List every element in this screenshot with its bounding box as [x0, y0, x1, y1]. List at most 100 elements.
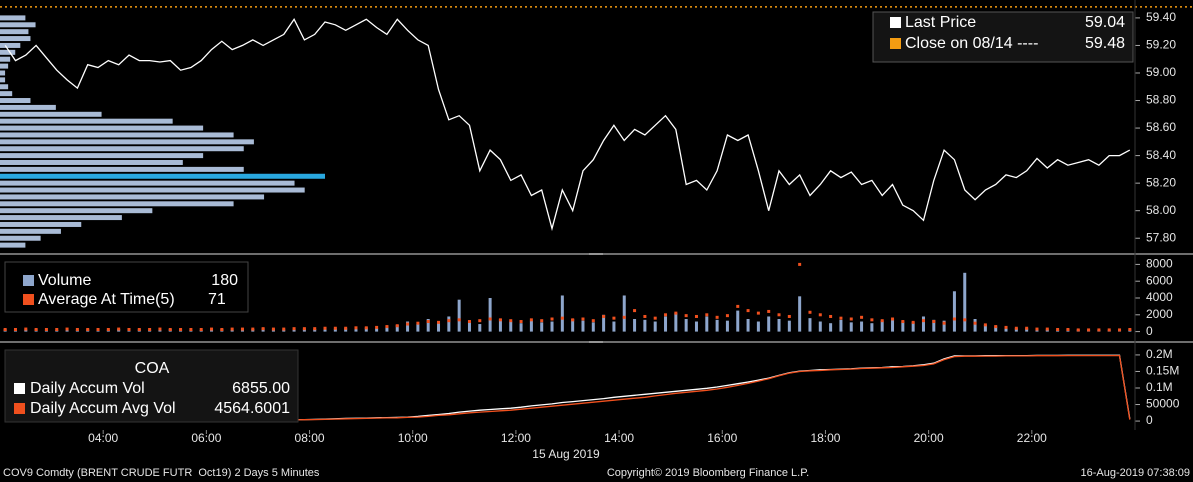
- volume-bar: [643, 319, 647, 332]
- average-dot: [1118, 328, 1122, 332]
- volume-profile-bar: [0, 153, 204, 159]
- volume-profile-bar: [0, 49, 16, 55]
- average-dot: [179, 328, 183, 331]
- legend-value: 4564.6001: [214, 400, 290, 417]
- average-dot: [777, 313, 781, 317]
- average-dot: [581, 317, 585, 321]
- average-dot: [96, 328, 100, 331]
- legend-label: Daily Accum Avg Vol: [30, 400, 176, 417]
- volume-bar: [715, 319, 719, 332]
- average-dot: [478, 319, 482, 323]
- volume-bar: [798, 296, 802, 332]
- average-dot: [230, 327, 234, 331]
- average-dot: [1076, 328, 1080, 332]
- average-dot: [891, 317, 895, 321]
- volume-bar: [560, 295, 564, 332]
- legend-value: 6855.00: [232, 380, 290, 397]
- volume-bar: [581, 320, 585, 332]
- legend-swatch: [23, 294, 34, 305]
- volume-bar: [602, 314, 606, 332]
- volume-profile-bar: [0, 111, 102, 117]
- average-dot: [839, 316, 843, 320]
- volume-bar: [550, 321, 554, 332]
- average-dot: [921, 319, 925, 323]
- average-dot: [65, 327, 69, 331]
- average-dot: [426, 320, 430, 324]
- average-dot: [942, 321, 946, 325]
- average-dot: [808, 310, 812, 314]
- y-tick-label: 59.20: [1146, 38, 1176, 52]
- volume-profile-bar: [0, 201, 234, 207]
- average-dot: [271, 327, 275, 331]
- average-dot: [24, 327, 28, 331]
- average-dot: [1128, 328, 1132, 331]
- average-dot: [756, 311, 760, 315]
- volume-profile-bar: [0, 221, 82, 227]
- volume-bar: [973, 319, 977, 332]
- volume-bar: [313, 329, 317, 332]
- average-dot: [292, 327, 296, 331]
- volume-bar: [746, 319, 750, 332]
- volume-bar: [1025, 328, 1029, 332]
- average-dot: [385, 325, 389, 329]
- legend-label: Volume: [38, 272, 91, 289]
- average-dot: [560, 316, 564, 320]
- average-dot: [117, 327, 121, 331]
- average-dot: [664, 313, 668, 317]
- average-dot: [1014, 326, 1018, 330]
- volume-bar: [323, 328, 327, 332]
- y-tick-label: 59.40: [1146, 10, 1176, 24]
- average-dot: [375, 325, 379, 329]
- volume-bar: [664, 316, 668, 332]
- volume-bar: [674, 313, 678, 332]
- volume-bar: [509, 321, 513, 332]
- volume-profile-bar: [0, 70, 6, 76]
- volume-profile-bar: [0, 187, 305, 193]
- footer-right: 16-Aug-2019 07:38:09: [1081, 467, 1190, 479]
- average-dot: [137, 328, 141, 331]
- volume-bar: [416, 324, 420, 332]
- volume-bar: [375, 328, 379, 332]
- volume-bar: [921, 316, 925, 332]
- volume-bar: [870, 323, 874, 332]
- y-tick-label: 59.00: [1146, 65, 1176, 79]
- volume-profile-bar: [0, 235, 41, 241]
- volume-profile-bar: [0, 159, 183, 165]
- average-dot: [736, 304, 740, 308]
- volume-bar: [406, 321, 410, 332]
- x-tick-label: 04:00: [88, 431, 118, 445]
- volume-profile-bar: [0, 215, 122, 221]
- x-tick-label: 12:00: [501, 431, 531, 445]
- volume-bar: [880, 320, 884, 332]
- volume-bar: [839, 319, 843, 332]
- y-tick-label: 6000: [1146, 273, 1173, 287]
- average-dot: [416, 321, 420, 325]
- volume-bar: [705, 316, 709, 332]
- average-dot: [767, 309, 771, 313]
- y-tick-label: 2000: [1146, 307, 1173, 321]
- average-dot: [973, 321, 977, 325]
- average-dot: [323, 326, 327, 330]
- average-dot: [1087, 328, 1091, 332]
- y-tick-label: 58.40: [1146, 148, 1176, 162]
- volume-profile-bar: [0, 208, 153, 214]
- x-tick-label: 22:00: [1017, 431, 1047, 445]
- average-dot: [798, 262, 802, 266]
- volume-bar: [787, 320, 791, 332]
- volume-bar: [1014, 328, 1018, 332]
- average-dot: [694, 314, 698, 318]
- legend-box: [4, 349, 299, 423]
- y-tick-label: 0: [1146, 413, 1153, 427]
- average-dot: [963, 318, 967, 322]
- volume-bar: [818, 321, 822, 332]
- average-dot: [787, 314, 791, 318]
- y-tick-label: 0.2M: [1146, 347, 1173, 361]
- average-dot: [571, 318, 575, 322]
- average-dot: [313, 327, 317, 331]
- volume-bar: [994, 326, 998, 332]
- volume-profile-bar: [0, 42, 21, 48]
- legend-swatch: [890, 38, 901, 49]
- average-dot: [746, 309, 750, 313]
- volume-bar: [529, 320, 533, 332]
- average-dot: [540, 319, 544, 323]
